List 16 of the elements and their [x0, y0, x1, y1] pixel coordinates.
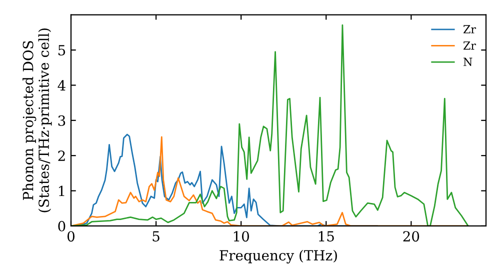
- y-tick-label: 4: [58, 80, 66, 90]
- legend-label: Zr: [463, 41, 476, 50]
- legend-label: Zr: [463, 25, 476, 34]
- x-tick-label: 15: [318, 231, 334, 242]
- y-tick-label: 5: [58, 45, 66, 56]
- x-axis-title: Frequency (THz): [220, 250, 337, 264]
- x-tick-label: 20: [403, 231, 420, 242]
- y-tick-label: 0: [58, 220, 66, 232]
- x-tick-label: 0: [67, 231, 74, 242]
- y-tick-label: 3: [58, 115, 66, 126]
- y-tick-label: 2: [58, 150, 65, 161]
- y-tick-label: 1: [58, 186, 64, 196]
- x-tick-label: 10: [234, 231, 249, 242]
- x-tick-label: 5: [152, 231, 160, 242]
- legend-label: N: [464, 58, 472, 66]
- y-axis-title: Phonon projected DOS (States/THz·primitive cell): [22, 28, 52, 212]
